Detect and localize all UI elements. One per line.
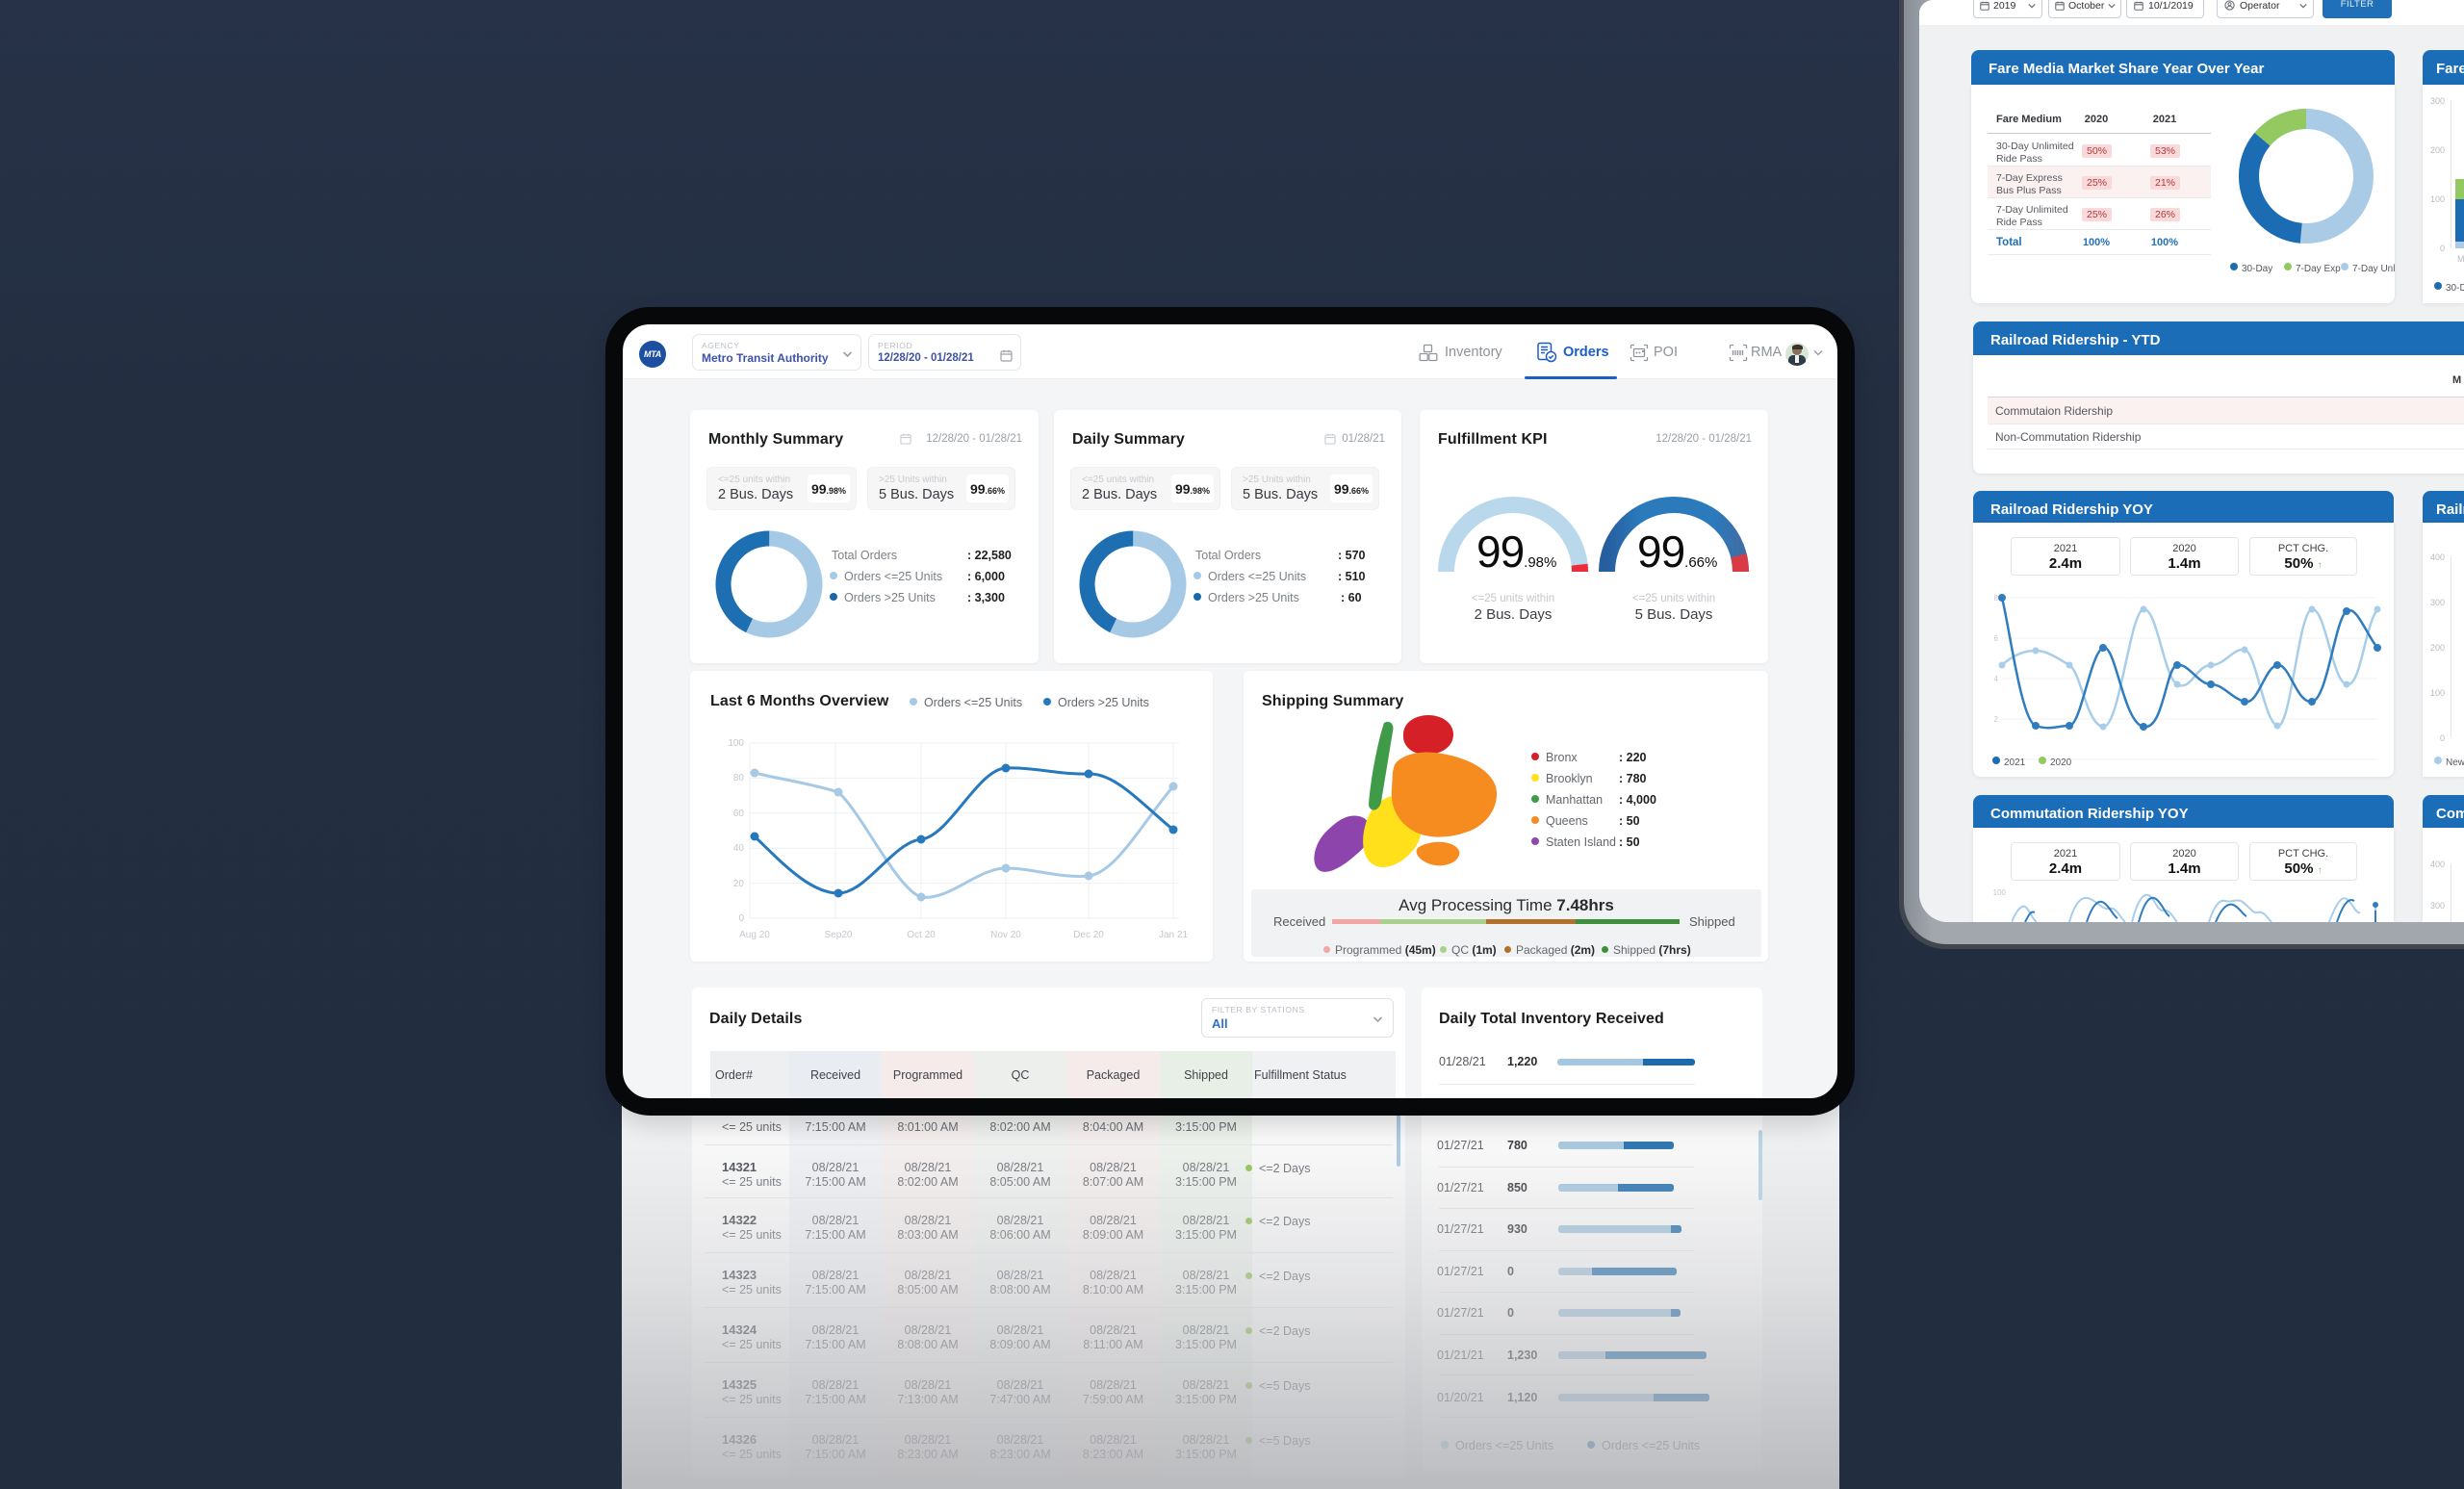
svg-text:2: 2 — [1994, 715, 1999, 724]
svg-text:4: 4 — [1994, 675, 1999, 683]
svg-text:Dec 20: Dec 20 — [1073, 930, 1104, 940]
svg-text:20: 20 — [733, 879, 745, 889]
svg-text:Nov 20: Nov 20 — [990, 930, 1021, 940]
svg-text:8: 8 — [1994, 594, 1999, 603]
svg-text:0: 0 — [738, 913, 744, 924]
svg-text:Sep20: Sep20 — [825, 930, 853, 940]
svg-text:40: 40 — [733, 843, 745, 854]
svg-text:80: 80 — [733, 773, 745, 783]
svg-text:100: 100 — [728, 738, 744, 749]
svg-text:60: 60 — [733, 809, 745, 819]
svg-text:6: 6 — [1994, 634, 1999, 643]
svg-text:Aug 20: Aug 20 — [739, 930, 770, 940]
svg-text:Jan 21: Jan 21 — [1159, 930, 1188, 940]
svg-text:Oct 20: Oct 20 — [907, 930, 936, 940]
